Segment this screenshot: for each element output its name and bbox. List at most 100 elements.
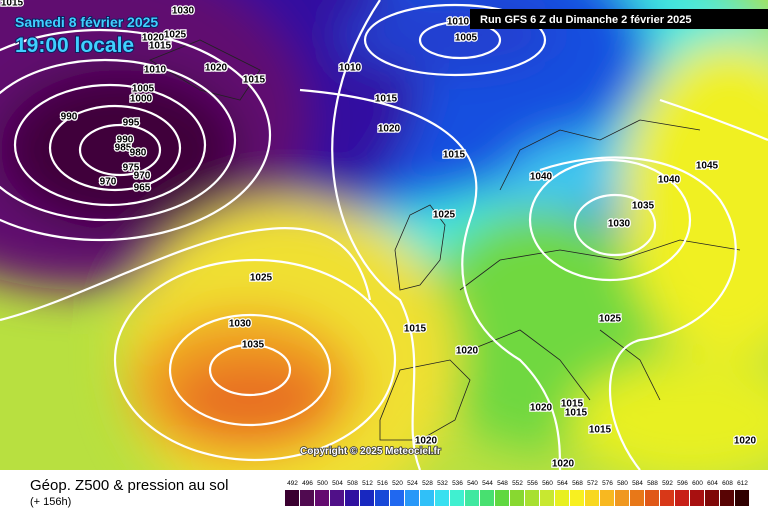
scale-label: 500 (317, 480, 328, 487)
scale-swatch (555, 490, 569, 506)
scale-swatch (570, 490, 584, 506)
scale-swatch (630, 490, 644, 506)
isobar-label: 970 (134, 171, 151, 182)
scale-label: 604 (707, 480, 718, 487)
forecast-time: 19:00 locale (15, 34, 134, 57)
isobar-label: 1020 (378, 124, 401, 135)
isobar-label: 1020 (142, 33, 165, 44)
footer-lead: (+ 156h) (30, 496, 71, 508)
scale-swatch (675, 490, 689, 506)
isobar-label: 995 (123, 118, 140, 129)
scale-label: 576 (602, 480, 613, 487)
coastlines (149, 39, 741, 441)
isobar-label: 1015 (243, 75, 266, 86)
scale-swatch (465, 490, 479, 506)
isobar-label: 1020 (415, 436, 438, 447)
scale-swatch (450, 490, 464, 506)
scale-swatch (690, 490, 704, 506)
scale-label: 608 (722, 480, 733, 487)
scale-swatch (510, 490, 524, 506)
isobar-label: 1015 (404, 324, 427, 335)
isobar-label: 1030 (608, 219, 631, 230)
scale-label: 492 (287, 480, 298, 487)
scale-swatch (300, 490, 314, 506)
isobar-label: 1020 (734, 436, 757, 447)
isobar-label: 980 (130, 148, 147, 159)
isobar-label: 1020 (552, 459, 575, 470)
scale-swatch (345, 490, 359, 506)
isobar-label: 1015 (375, 94, 398, 105)
scale-label: 552 (512, 480, 523, 487)
copyright: Copyright © 2025 Meteociel.fr (300, 446, 441, 457)
scale-label: 536 (452, 480, 463, 487)
forecast-date: Samedi 8 février 2025 (15, 14, 158, 30)
scale-label: 544 (482, 480, 493, 487)
scale-swatch (600, 490, 614, 506)
isobar-label: 1005 (455, 33, 478, 44)
isobar-label: 1015 (561, 399, 584, 410)
isobar-label: 1045 (696, 161, 719, 172)
scale-swatch (420, 490, 434, 506)
isobar-label: 1030 (172, 6, 195, 17)
isobar-label: 1010 (447, 17, 470, 28)
isobar-label: 1015 (589, 425, 612, 436)
isobar-label: 1015 (1, 0, 24, 9)
scale-label: 580 (617, 480, 628, 487)
isobar-label: 1005 (132, 84, 155, 95)
scale-label: 564 (557, 480, 568, 487)
isobar-label: 1025 (433, 210, 456, 221)
scale-label: 596 (677, 480, 688, 487)
isobar-label: 1020 (530, 403, 553, 414)
scale-label: 504 (332, 480, 343, 487)
run-box (470, 9, 768, 29)
isobar-label: 1010 (339, 63, 362, 74)
scale-swatch (735, 490, 749, 506)
scale-swatch (495, 490, 509, 506)
scale-swatch (315, 490, 329, 506)
isobar-label: 1015 (565, 408, 588, 419)
scale-label: 540 (467, 480, 478, 487)
scale-swatch (375, 490, 389, 506)
run-info: Run GFS 6 Z du Dimanche 2 février 2025 (480, 14, 692, 26)
scale-swatch (720, 490, 734, 506)
isobar-label: 1015 (149, 41, 172, 52)
isobar-label: 1040 (658, 175, 681, 186)
isobar-label: 970 (100, 177, 117, 188)
scale-label: 592 (662, 480, 673, 487)
scale-label: 528 (422, 480, 433, 487)
scale-swatch (525, 490, 539, 506)
isobar-label: 1010 (144, 65, 167, 76)
scale-label: 600 (692, 480, 703, 487)
scale-swatch (645, 490, 659, 506)
scale-label: 532 (437, 480, 448, 487)
scale-label: 496 (302, 480, 313, 487)
isobar-label: 1020 (456, 346, 479, 357)
scale-swatch (360, 490, 374, 506)
scale-label: 568 (572, 480, 583, 487)
scale-label: 548 (497, 480, 508, 487)
scale-label: 612 (737, 480, 748, 487)
isobar-label: 985 (115, 143, 132, 154)
color-scale: 492 496 500 504 508 512 516 520 524 528 532 536 540 5… (285, 480, 749, 506)
scale-swatch (615, 490, 629, 506)
scale-swatch (705, 490, 719, 506)
isobar-label: 1025 (250, 273, 273, 284)
isobar-label: 1040 (530, 172, 553, 183)
scale-label: 584 (632, 480, 643, 487)
isobar-label: 1035 (242, 340, 265, 351)
isobar-label: 1030 (229, 319, 252, 330)
scale-swatch (585, 490, 599, 506)
scale-label: 512 (362, 480, 373, 487)
scale-swatch (330, 490, 344, 506)
scale-swatch (540, 490, 554, 506)
scale-label: 524 (407, 480, 418, 487)
isobar-label: 975 (123, 163, 140, 174)
scale-label: 516 (377, 480, 388, 487)
scale-label: 520 (392, 480, 403, 487)
scale-label: 560 (542, 480, 553, 487)
scale-swatch (285, 490, 299, 506)
isobar-label: 1025 (599, 314, 622, 325)
isobar-label: 990 (117, 135, 134, 146)
